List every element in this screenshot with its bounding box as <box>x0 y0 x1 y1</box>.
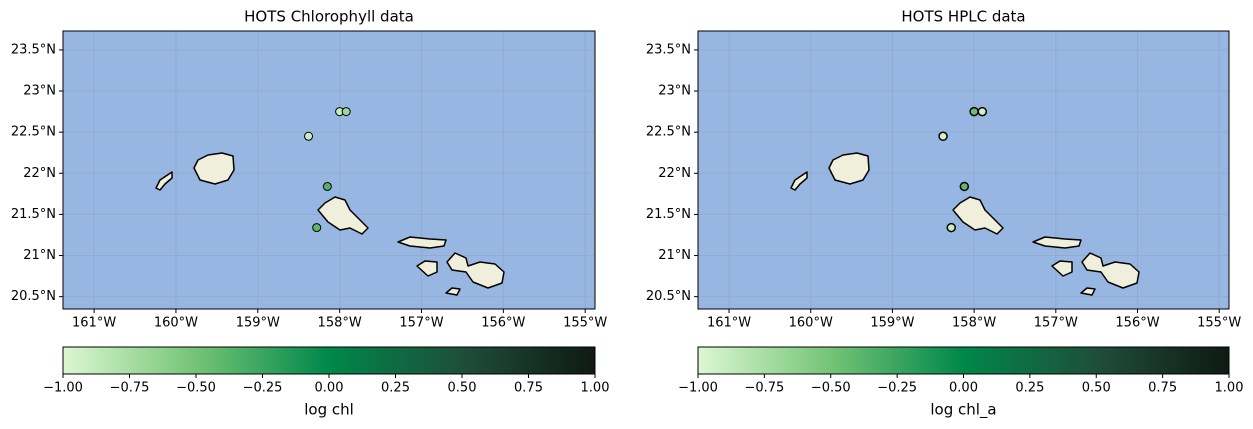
map-frame <box>697 30 1230 310</box>
ocean <box>63 31 595 309</box>
x-tick-label: 155°W <box>563 316 607 331</box>
ocean <box>698 31 1229 309</box>
y-tick-label: 21°N <box>658 248 691 263</box>
x-tick-label: 159°W <box>870 316 914 331</box>
y-tick-label: 23°N <box>23 84 56 99</box>
data-point <box>977 106 988 117</box>
data-point <box>341 107 351 117</box>
map-frame <box>62 30 596 310</box>
chart-title: HOTS Chlorophyll data <box>244 8 414 26</box>
x-tick-label: 160°W <box>154 316 198 331</box>
data-point <box>938 131 948 142</box>
data-layer <box>62 30 1230 310</box>
y-tick-label: 21°N <box>23 248 56 263</box>
colorbar-tick-label: 0.25 <box>1015 381 1044 396</box>
chart-title: HOTS HPLC data <box>901 8 1025 26</box>
colorbar <box>62 346 596 375</box>
y-tick-label: 22°N <box>658 166 691 181</box>
x-tick-label: 157°W <box>399 316 443 331</box>
colorbar-tick-label: −0.25 <box>243 381 283 396</box>
x-tick-label: 157°W <box>1034 316 1078 331</box>
data-point <box>312 223 322 233</box>
y-tick-label: 22°N <box>23 166 56 181</box>
colorbar-tick-label: −1.00 <box>43 381 83 396</box>
data-point <box>959 181 970 192</box>
y-tick-label: 21.5°N <box>646 207 691 222</box>
colorbar-tick-label: −0.75 <box>110 381 150 396</box>
x-tick-label: 161°W <box>707 316 751 331</box>
colorbar-tick-label: 0.75 <box>1148 381 1177 396</box>
y-tick-label: 20.5°N <box>646 289 691 304</box>
y-tick-label: 23.5°N <box>11 42 56 57</box>
y-tick-label: 22.5°N <box>11 125 56 140</box>
colorbar-label: log chl_a <box>930 401 996 420</box>
x-tick-label: 156°W <box>481 316 525 331</box>
colorbar-tick-label: −0.25 <box>877 381 917 396</box>
colorbar <box>697 346 1230 375</box>
x-tick-label: 155°W <box>1197 316 1241 331</box>
x-tick-label: 158°W <box>952 316 996 331</box>
colorbar-tick-label: 0.75 <box>514 381 543 396</box>
x-tick-label: 159°W <box>236 316 280 331</box>
x-tick-label: 158°W <box>318 316 362 331</box>
x-tick-label: 156°W <box>1115 316 1159 331</box>
colorbar-label: log chl <box>304 401 354 419</box>
colorbar-tick-label: 0.00 <box>315 381 344 396</box>
colorbar-tick-label: −1.00 <box>678 381 718 396</box>
colorbar-tick-label: 0.25 <box>381 381 410 396</box>
colorbar-tick-label: 0.50 <box>448 381 477 396</box>
colorbar-tick-label: 1.00 <box>1215 381 1244 396</box>
colorbar-tick-label: −0.50 <box>176 381 216 396</box>
data-point <box>946 222 956 233</box>
colorbar-tick-label: 0.00 <box>949 381 978 396</box>
y-tick-label: 23°N <box>658 84 691 99</box>
y-tick-label: 23.5°N <box>646 42 691 57</box>
data-point <box>969 106 979 117</box>
colorbar-tick-label: −0.75 <box>744 381 784 396</box>
y-tick-label: 21.5°N <box>11 207 56 222</box>
x-tick-label: 160°W <box>789 316 833 331</box>
y-tick-label: 20.5°N <box>11 289 56 304</box>
data-point <box>304 131 314 141</box>
x-tick-label: 161°W <box>72 316 116 331</box>
colorbar-tick-label: 1.00 <box>581 381 610 396</box>
colorbar-tick-label: −0.50 <box>811 381 851 396</box>
colorbar-tick-label: 0.50 <box>1082 381 1111 396</box>
y-tick-label: 22.5°N <box>646 125 691 140</box>
data-point <box>322 181 332 191</box>
